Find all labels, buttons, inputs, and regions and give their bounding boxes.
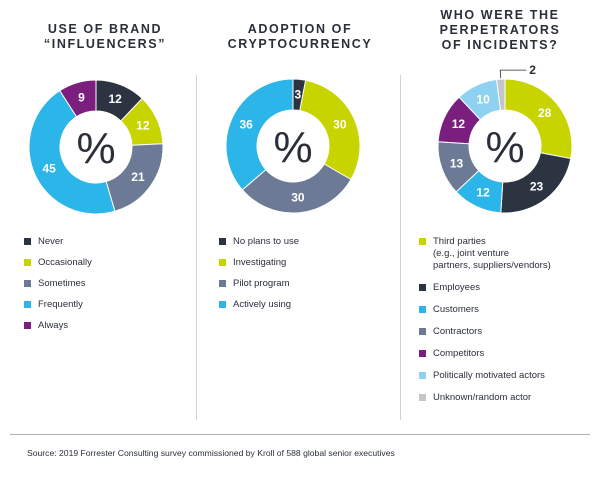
slice-value-label: 2 [529, 63, 536, 77]
slice-value-label: 36 [239, 118, 253, 132]
legend-label: No plans to use [233, 236, 300, 247]
legend-label: Pilot program [233, 278, 290, 289]
legend-label: Contractors [433, 326, 483, 337]
legend-label: Always [38, 320, 69, 331]
slice-value-label: 21 [131, 170, 145, 184]
center-percent-label: % [76, 124, 115, 173]
legend-label: Frequently [38, 299, 83, 310]
legend-swatch [24, 238, 31, 245]
legend-item: Politically motivated actors [419, 370, 551, 382]
slice-value-label: 12 [452, 117, 466, 131]
panel-divider [400, 75, 401, 420]
legend-label: Third parties (e.g., joint venture partner… [433, 236, 551, 271]
chart-legend: Third parties (e.g., joint venture partner… [419, 236, 551, 414]
legend-item: Competitors [419, 348, 551, 360]
chart-legend: Never Occasionally Sometimes Frequently Alwa… [24, 236, 92, 341]
donut-slice [299, 79, 361, 181]
chart-brand-influencers: USE OF BRAND “INFLUENCERS” 12 12 21 45 9% Nev… [10, 0, 200, 430]
chart-title: USE OF BRAND “INFLUENCERS” [10, 22, 200, 52]
legend-label: Occasionally [38, 257, 92, 268]
center-percent-label: % [273, 123, 312, 172]
legend-swatch [219, 280, 226, 287]
slice-value-label: 23 [530, 180, 544, 194]
legend-swatch [219, 238, 226, 245]
legend-swatch [24, 301, 31, 308]
slice-value-label: 12 [136, 119, 150, 133]
legend-swatch [419, 284, 426, 291]
donut-slice [241, 163, 352, 214]
legend-item: Third parties (e.g., joint venture partner… [419, 236, 551, 272]
donut-slice [496, 78, 506, 111]
slice-value-label: 9 [78, 91, 85, 105]
legend-swatch [219, 301, 226, 308]
slice-value-label: 28 [538, 106, 552, 120]
chart-title-line: ADOPTION OF [247, 22, 353, 36]
legend-swatch [419, 328, 426, 335]
chart-title-line: WHO WERE THE [440, 8, 560, 22]
center-percent-label: % [485, 123, 524, 172]
legend-item: Contractors [419, 326, 551, 338]
callout-line [499, 69, 527, 79]
donut-slice [59, 79, 97, 118]
slice-value-label: 30 [291, 190, 305, 204]
legend-label: Actively using [233, 299, 292, 310]
slice-value-label: 12 [108, 92, 122, 106]
slice-value-label: 13 [450, 156, 464, 170]
chart-cryptocurrency-adoption: ADOPTION OF CRYPTOCURRENCY 3 30 30 36% No pl… [205, 0, 395, 430]
legend-swatch [419, 350, 426, 357]
legend-label: Employees [433, 282, 480, 293]
chart-title-line: OF INCIDENTS? [441, 38, 559, 52]
chart-title: ADOPTION OF CRYPTOCURRENCY [205, 22, 395, 52]
chart-title-line: PERPETRATORS [439, 23, 561, 37]
legend-label: Customers [433, 304, 479, 315]
legend-item: Sometimes [24, 278, 92, 290]
donut-chart: 3 30 30 36% [225, 78, 361, 214]
donut-slice [504, 78, 573, 160]
legend-swatch [24, 280, 31, 287]
slice-value-label: 12 [476, 186, 490, 200]
legend-label: Investigating [233, 257, 287, 268]
legend-swatch [419, 372, 426, 379]
legend-item: Customers [419, 304, 551, 316]
legend-item: Frequently [24, 299, 92, 311]
slice-value-label: 3 [295, 88, 302, 102]
donut-chart: 12 12 21 45 9% [28, 79, 164, 215]
legend-swatch [419, 238, 426, 245]
legend-item: Occasionally [24, 257, 92, 269]
legend-label: Competitors [433, 348, 485, 359]
chart-incident-perpetrators: WHO WERE THE PERPETRATORS OF INCIDENTS? … [405, 0, 595, 430]
legend-swatch [419, 306, 426, 313]
legend-item: Actively using [219, 299, 299, 311]
legend-item: Always [24, 320, 92, 332]
donut-slice [225, 78, 294, 191]
legend-swatch [219, 259, 226, 266]
legend-item: Investigating [219, 257, 299, 269]
chart-legend: No plans to use Investigating Pilot progra… [219, 236, 299, 320]
slice-value-label: 10 [476, 92, 490, 106]
legend-swatch [24, 259, 31, 266]
legend-label: Sometimes [38, 278, 86, 289]
legend-label: Never [38, 236, 64, 247]
panel-divider [196, 75, 197, 420]
footer-rule [10, 434, 590, 435]
legend-item: Pilot program [219, 278, 299, 290]
source-note: Source: 2019 Forrester Consulting survey… [27, 448, 395, 458]
donut-slice [28, 89, 116, 215]
legend-swatch [419, 394, 426, 401]
chart-title-line: “INFLUENCERS” [43, 37, 167, 51]
legend-label: Politically motivated actors [433, 370, 545, 381]
legend-label: Unknown/random actor [433, 392, 532, 403]
legend-item: Employees [419, 282, 551, 294]
donut-chart: 28 23 12 13 12 10 2% [437, 63, 573, 214]
chart-title-line: USE OF BRAND [47, 22, 163, 36]
slice-value-label: 30 [333, 118, 347, 132]
legend-item: Unknown/random actor [419, 392, 551, 404]
legend-item: Never [24, 236, 92, 248]
chart-title-line: CRYPTOCURRENCY [227, 37, 373, 51]
chart-title: WHO WERE THE PERPETRATORS OF INCIDENTS? [405, 8, 595, 53]
slice-value-label: 45 [42, 161, 56, 175]
legend-swatch [24, 322, 31, 329]
legend-item: No plans to use [219, 236, 299, 248]
